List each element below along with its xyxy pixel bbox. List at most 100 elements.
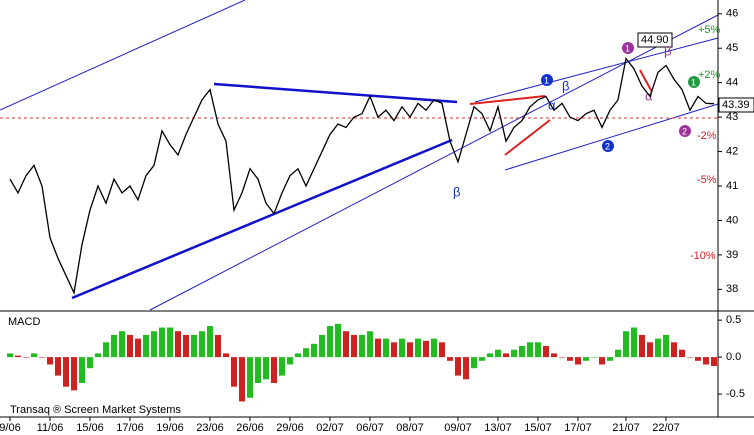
macd-bar [127, 334, 133, 358]
x-tick-label: 17/07 [564, 422, 592, 434]
macd-bar [567, 357, 573, 361]
macd-bar [511, 349, 517, 358]
macd-bar [519, 346, 525, 358]
macd-bar [111, 334, 117, 358]
macd-bar [319, 334, 325, 358]
macd-bar [615, 349, 621, 358]
source: Transaq ® Screen Market Systems [10, 404, 181, 416]
wave-label: 2 [682, 126, 687, 136]
macd-bar [63, 357, 69, 387]
last-price: 43.39 [722, 99, 750, 111]
wave-label: 2 [605, 141, 610, 151]
x-tick-label: 9/06 [0, 422, 21, 434]
macd-bar [215, 334, 221, 358]
y-tick-label: 41 [726, 180, 738, 192]
macd-bar [143, 334, 149, 358]
macd-bar [671, 342, 677, 358]
pct-label: -5% [697, 174, 717, 186]
macd-bar [351, 334, 357, 358]
annotations: +5% +2% -2% -5% -10% 44.90 43.39 1 β α β… [453, 24, 754, 262]
macd-bar [407, 342, 413, 358]
macd-bar [71, 357, 77, 391]
macd-bar [543, 346, 549, 358]
macd-bar [47, 357, 53, 365]
wave-marker [688, 76, 700, 88]
x-tick-label: 29/06 [276, 422, 304, 434]
macd-bar [391, 342, 397, 358]
wave-marker [541, 74, 553, 86]
macd-bar [343, 331, 349, 358]
x-tick-label: 21/07 [612, 422, 640, 434]
macd-bar [663, 334, 669, 358]
y-tick-label: 0.0 [726, 351, 741, 363]
y-tick-label: 44 [726, 77, 738, 89]
macd-bar [447, 357, 453, 361]
wave-label: β [562, 78, 569, 93]
macd-bar [559, 357, 565, 358]
pct-label: +2% [698, 69, 721, 81]
pct-label: -10% [690, 250, 716, 262]
macd-bar [23, 357, 29, 358]
macd-bar [15, 355, 21, 358]
macd-bar [687, 357, 693, 358]
high-box [637, 32, 673, 48]
wave-label: 1 [691, 77, 696, 87]
macd-bar [151, 331, 157, 358]
macd-bar [479, 357, 485, 361]
wave-marker [622, 42, 634, 54]
macd-bar [591, 357, 597, 358]
macd-bar [655, 338, 661, 358]
high-label: 44.90 [641, 34, 669, 46]
y-tick-label: 46 [726, 8, 738, 20]
macd-bar [95, 353, 101, 358]
wave-marker [602, 140, 614, 152]
y-tick-label: -0.5 [726, 388, 745, 400]
macd-bar [423, 340, 429, 358]
x-tick-label: 13/07 [484, 422, 512, 434]
macd-bar [527, 342, 533, 358]
macd-bar [175, 331, 181, 358]
macd-bar [487, 353, 493, 358]
macd-bar [223, 353, 229, 358]
x-tick-label: 15/06 [76, 422, 104, 434]
wave-label: α [548, 97, 556, 112]
macd-bar [87, 357, 93, 369]
macd-bar [647, 342, 653, 358]
macd-bar [383, 338, 389, 358]
macd-bar [399, 338, 405, 358]
wave-label: 1 [625, 43, 630, 53]
macd-bar [495, 349, 501, 358]
macd-bar [439, 342, 445, 358]
macd-bar [679, 349, 685, 358]
macd-bar [503, 353, 509, 358]
macd-bar [199, 331, 205, 358]
last-box [718, 97, 754, 113]
macd-bar [431, 338, 437, 358]
macd-bar [207, 326, 213, 358]
x-tick-label: 08/07 [396, 422, 424, 434]
y-tick-label: 0.5 [726, 314, 741, 326]
x-tick-label: 15/07 [524, 422, 552, 434]
macd-bar [463, 357, 469, 380]
macd-bar [639, 334, 645, 358]
wave-label: β [453, 184, 460, 199]
macd-bar [271, 357, 277, 383]
macd-bar [455, 357, 461, 376]
macd-bar [551, 353, 557, 358]
macd-bar [335, 323, 341, 358]
y-tick-label: 38 [726, 283, 738, 295]
macd-bar [359, 334, 365, 358]
y-tick-label: 39 [726, 249, 738, 261]
x-tick-label: 02/07 [316, 422, 344, 434]
macd-bar [7, 353, 13, 358]
macd-bar [367, 331, 373, 358]
macd-bar [583, 357, 589, 361]
x-tick-label: 06/07 [356, 422, 384, 434]
macd-bar [311, 343, 317, 358]
x-tick-label: 23/06 [196, 422, 224, 434]
macd-bar [703, 357, 709, 365]
macd-bar [231, 357, 237, 387]
macd-bar [575, 357, 581, 365]
